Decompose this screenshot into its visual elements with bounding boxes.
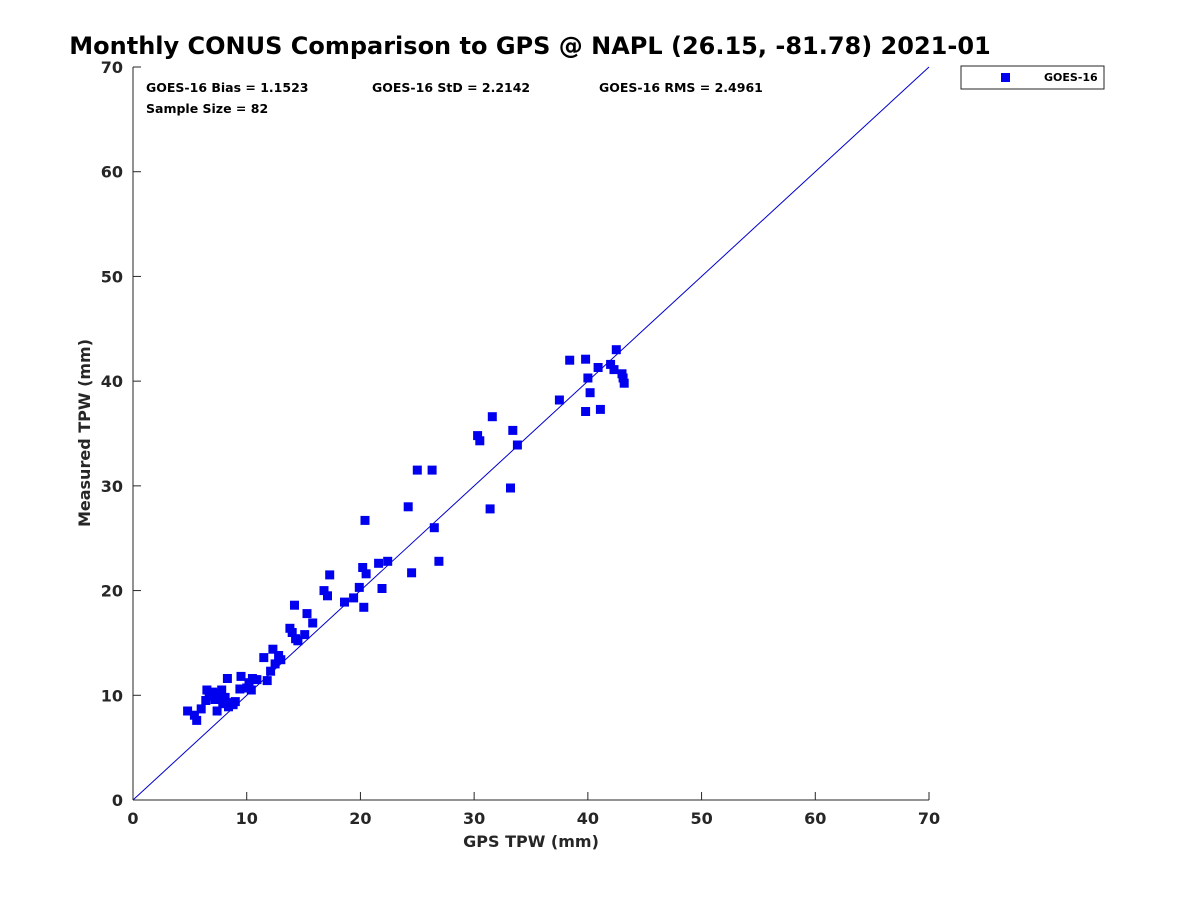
y-tick-label: 30 xyxy=(101,477,123,496)
data-point xyxy=(374,558,384,568)
data-point xyxy=(287,628,297,637)
data-point xyxy=(340,597,349,607)
data-point xyxy=(609,365,619,375)
data-point xyxy=(276,655,286,665)
stats-panel: GOES-16 Bias = 1.1523 GOES-16 StD = 2.21… xyxy=(146,80,763,116)
data-point xyxy=(403,502,413,512)
data-point xyxy=(487,412,497,422)
data-point xyxy=(360,515,370,525)
data-point xyxy=(358,563,368,572)
data-point xyxy=(581,407,591,416)
data-point xyxy=(268,644,278,654)
y-tick-label: 60 xyxy=(101,163,123,182)
data-point xyxy=(246,685,256,695)
sample-size-stat: Sample Size = 82 xyxy=(146,101,268,116)
data-point xyxy=(325,570,335,580)
x-tick-label: 20 xyxy=(349,809,371,828)
data-point xyxy=(308,618,318,628)
data-point xyxy=(434,556,444,566)
legend: GOES-16 xyxy=(960,65,1105,90)
x-tick-label: 70 xyxy=(918,809,940,828)
data-point xyxy=(619,378,629,388)
data-point xyxy=(359,602,369,612)
data-point xyxy=(512,440,522,450)
data-point xyxy=(242,683,252,693)
data-point xyxy=(218,699,228,709)
data-point xyxy=(565,355,575,365)
data-point xyxy=(300,630,310,640)
data-point xyxy=(236,671,246,681)
data-point xyxy=(302,609,312,619)
data-point xyxy=(230,697,240,707)
data-point xyxy=(581,354,591,364)
data-point xyxy=(554,395,564,405)
data-point xyxy=(189,710,199,720)
data-point xyxy=(508,425,518,435)
legend-marker xyxy=(1001,73,1010,82)
legend-box xyxy=(960,65,1105,90)
std-stat: GOES-16 StD = 2.2142 xyxy=(372,80,530,95)
legend-label: GOES-16 xyxy=(1044,71,1098,84)
data-point xyxy=(212,706,222,716)
data-point xyxy=(183,706,193,716)
y-tick-label: 50 xyxy=(101,267,123,286)
data-point xyxy=(383,556,393,566)
x-tick-label: 0 xyxy=(127,809,138,828)
data-point xyxy=(259,653,269,663)
data-point xyxy=(252,675,262,685)
y-tick-label: 40 xyxy=(101,372,123,391)
data-point xyxy=(473,431,483,441)
x-tick-label: 40 xyxy=(577,809,599,828)
data-point xyxy=(617,369,627,379)
rms-stat: GOES-16 RMS = 2.4961 xyxy=(599,80,763,95)
y-tick-label: 70 xyxy=(101,58,123,77)
data-point xyxy=(429,523,439,533)
data-point xyxy=(485,504,495,514)
data-point xyxy=(349,593,359,603)
chart-title: Monthly CONUS Comparison to GPS @ NAPL (… xyxy=(69,32,990,60)
data-point xyxy=(204,691,214,701)
data-point xyxy=(196,704,206,714)
data-point xyxy=(427,465,437,475)
data-point xyxy=(585,388,595,398)
data-point xyxy=(361,569,371,579)
data-point xyxy=(593,363,603,372)
data-point xyxy=(319,586,329,596)
data-point xyxy=(611,345,621,355)
data-point xyxy=(235,684,245,694)
y-axis-label: Measured TPW (mm) xyxy=(75,339,94,527)
data-point xyxy=(323,591,332,601)
x-tick-label: 10 xyxy=(236,809,258,828)
data-point xyxy=(606,359,616,369)
y-tick-label: 0 xyxy=(112,791,123,810)
bias-stat: GOES-16 Bias = 1.1523 xyxy=(146,80,308,95)
data-point xyxy=(202,685,212,695)
data-point xyxy=(377,584,387,593)
data-point xyxy=(354,582,364,592)
data-point xyxy=(583,373,593,383)
data-points xyxy=(183,345,629,725)
y-tick-label: 20 xyxy=(101,582,123,601)
x-tick-label: 60 xyxy=(804,809,826,828)
x-tick-label: 30 xyxy=(463,809,485,828)
data-point xyxy=(475,436,485,446)
data-point xyxy=(506,483,515,493)
data-point xyxy=(192,715,202,725)
x-tick-label: 50 xyxy=(690,809,712,828)
data-point xyxy=(412,465,422,475)
y-tick-label: 10 xyxy=(101,686,123,705)
data-point xyxy=(222,674,232,683)
data-point xyxy=(266,666,276,676)
data-point xyxy=(407,568,417,578)
data-point xyxy=(270,659,280,669)
data-point xyxy=(290,600,299,610)
data-point xyxy=(595,404,605,414)
x-axis-label: GPS TPW (mm) xyxy=(463,832,599,851)
data-point xyxy=(262,676,272,686)
data-point xyxy=(216,688,226,698)
data-point xyxy=(293,636,303,646)
axes: 0 10 20 30 40 50 60 70 0 10 20 30 40 50 60 70 xyxy=(101,58,940,828)
